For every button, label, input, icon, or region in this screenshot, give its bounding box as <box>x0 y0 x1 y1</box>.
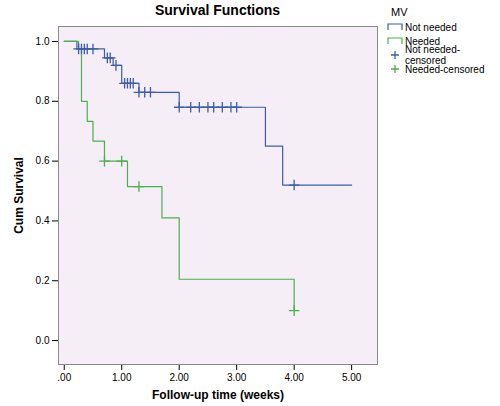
svg-text:1.00: 1.00 <box>112 372 132 383</box>
svg-text:0.0: 0.0 <box>36 335 50 346</box>
html-text:Needed-censored: Needed-censored <box>405 63 485 75</box>
svg-text:3.00: 3.00 <box>227 372 247 383</box>
svg-text:5.00: 5.00 <box>342 372 362 383</box>
svg-text:Cum Survival: Cum Survival <box>12 157 26 234</box>
html-text:Not needed: Not needed <box>405 21 457 33</box>
svg-text:0.4: 0.4 <box>36 215 50 226</box>
svg-text:0.8: 0.8 <box>36 95 50 106</box>
svg-text:2.00: 2.00 <box>169 372 189 383</box>
svg-text:.00: .00 <box>57 372 71 383</box>
svg-text:0.2: 0.2 <box>36 275 50 286</box>
svg-text:4.00: 4.00 <box>284 372 304 383</box>
svg-text:0.6: 0.6 <box>36 155 50 166</box>
html-text:Survival Functions: Survival Functions <box>154 2 281 18</box>
html-text:Not needed-censored: Not needed-censored <box>405 44 460 66</box>
html-text:MV: MV <box>391 6 408 18</box>
svg-text:Follow-up time (weeks): Follow-up time (weeks) <box>152 388 284 402</box>
html-text:Needed: Needed <box>405 35 440 47</box>
svg-text:1.0: 1.0 <box>36 36 50 47</box>
